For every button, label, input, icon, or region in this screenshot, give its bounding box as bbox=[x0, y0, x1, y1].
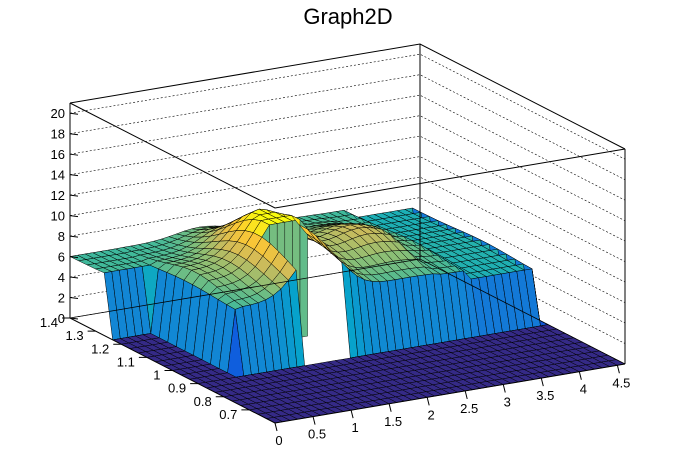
y-tick-label: 0.8 bbox=[194, 394, 212, 409]
z-tick-label: 10 bbox=[51, 209, 65, 224]
x-tick-mark bbox=[312, 416, 316, 425]
frame-top-back bbox=[69, 43, 626, 150]
y-tick-label: 1.1 bbox=[117, 354, 135, 369]
x-tick-label: 4 bbox=[580, 382, 587, 397]
z-tick-mark bbox=[69, 174, 79, 177]
z-tick-mark bbox=[69, 317, 79, 320]
x-tick-mark bbox=[578, 371, 582, 380]
z-tick-label: 12 bbox=[51, 188, 65, 203]
x-tick-mark bbox=[350, 410, 354, 419]
grid-line-z-6 bbox=[69, 135, 626, 242]
z-tick-label: 4 bbox=[58, 270, 65, 285]
y-tick-label: 1.4 bbox=[40, 315, 58, 330]
x-tick-mark bbox=[388, 403, 392, 412]
x-tick-mark bbox=[540, 377, 544, 387]
x-tick-label: 0 bbox=[275, 433, 282, 448]
grid-line-z-5 bbox=[69, 156, 626, 262]
z-tick-mark bbox=[69, 297, 79, 300]
x-axis-line bbox=[274, 363, 626, 424]
z-tick-label: 0 bbox=[58, 311, 65, 326]
x-tick-label: 2 bbox=[428, 407, 435, 422]
x-tick-label: 2.5 bbox=[460, 401, 478, 416]
x-tick-label: 3 bbox=[504, 395, 511, 410]
grid-line-z-3 bbox=[69, 197, 626, 303]
frame-floor-back bbox=[69, 258, 626, 365]
z-tick-mark bbox=[69, 112, 79, 115]
z-tick-mark bbox=[69, 276, 79, 279]
z-tick-label: 8 bbox=[58, 229, 65, 244]
z-tick-mark bbox=[69, 133, 79, 136]
z-tick-mark bbox=[69, 235, 79, 238]
x-tick-label: 1 bbox=[351, 420, 358, 435]
surface-layer bbox=[69, 207, 626, 424]
axis-layer: 0 0.5 1 1.5 2 2.5 3 3.5 4 4.5 0.7 0.8 0.9 1 1.1 1.2 1.3 1… bbox=[40, 103, 630, 448]
grid-line-z-7 bbox=[69, 115, 626, 221]
z-tick-mark bbox=[69, 153, 79, 156]
z-tick-label: 16 bbox=[51, 147, 65, 162]
frame-top-front bbox=[69, 102, 626, 209]
chart-title: Graph2D bbox=[303, 4, 393, 29]
grid-line-z-1 bbox=[69, 238, 626, 344]
x-tick-label: 0.5 bbox=[308, 427, 326, 442]
z-tick-label: 2 bbox=[58, 291, 65, 306]
x-tick-mark bbox=[502, 384, 506, 393]
y-tick-label: 0.7 bbox=[219, 407, 237, 422]
x-tick-label: 4.5 bbox=[612, 375, 630, 390]
z-tick-label: 6 bbox=[58, 250, 65, 265]
grid-line-z-4 bbox=[69, 176, 626, 283]
y-tick-label: 1.3 bbox=[66, 328, 84, 343]
z-tick-mark bbox=[69, 215, 79, 218]
grid-line-z-10 bbox=[69, 53, 626, 160]
grid-line-z-2 bbox=[69, 217, 626, 324]
x-tick-mark bbox=[274, 422, 278, 432]
grid-line-z-9 bbox=[69, 74, 626, 180]
x-tick-label: 1.5 bbox=[384, 414, 402, 429]
y-tick-label: 1.2 bbox=[91, 341, 109, 356]
x-tick-mark bbox=[464, 390, 468, 400]
x-tick-mark bbox=[616, 365, 620, 374]
y-tick-label: 1 bbox=[153, 368, 160, 383]
z-tick-label: 20 bbox=[51, 106, 65, 121]
x-tick-mark bbox=[426, 397, 430, 406]
z-tick-mark bbox=[69, 194, 79, 197]
y-tick-label: 0.9 bbox=[168, 381, 186, 396]
x-tick-label: 3.5 bbox=[536, 388, 554, 403]
z-tick-label: 18 bbox=[51, 127, 65, 142]
z-tick-label: 14 bbox=[51, 168, 65, 183]
z-tick-mark bbox=[69, 256, 79, 259]
grid-line-z-8 bbox=[69, 94, 626, 201]
